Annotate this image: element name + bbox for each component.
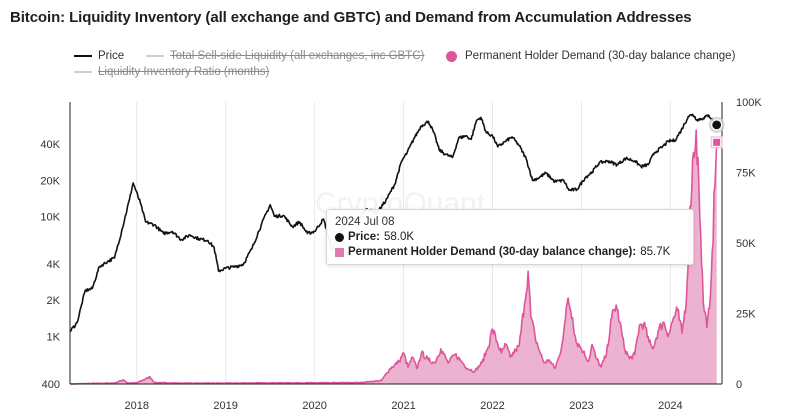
hover-tooltip: 2024 Jul 08 Price: 58.0K Permanent Holde… [326,209,694,265]
legend-label-ratio: Liquidity Inventory Ratio (months) [98,66,270,78]
legend-label-price: Price [98,50,125,62]
legend-item-price[interactable]: Price [74,50,124,62]
price-series-line [69,113,718,333]
y-left-tick-label-40K: 40K [40,139,60,151]
tooltip-demand-label: Permanent Holder Demand (30-day balance … [348,246,637,258]
y-right-tick-label-50K: 50K [736,238,756,250]
legend-label-demand: Permanent Holder Demand (30-day balance … [465,50,736,62]
y-right-tick-label-0: 0 [736,379,742,391]
y-left-tick-label-10K: 10K [40,211,60,223]
price-series-layer [69,113,718,333]
axis-layer: 2018 2019 2020 2021 2022 2023 2024 400 1K 2K 4K 10K… [40,97,762,412]
y-left-tick-label-400: 400 [42,379,60,391]
x-tick-label-2023: 2023 [569,400,593,412]
tooltip-demand-square [335,247,344,257]
tooltip-price-label: Price: [348,231,380,243]
tooltip-date: 2024 Jul 08 [335,216,395,228]
price-hover-marker [711,119,723,131]
legend-item-inventory-ratio[interactable]: Liquidity Inventory Ratio (months) [74,66,269,78]
x-tick-label-2022: 2022 [480,400,504,412]
marker-layer [708,116,725,149]
chart-title: Bitcoin: Liquidity Inventory (all exchan… [10,9,692,26]
legend-item-sellside-liquidity[interactable]: Total Sell-side Liquidity (all exchanges… [146,50,424,62]
tooltip-row-demand: Permanent Holder Demand (30-day balance … [335,246,670,258]
legend-item-holder-demand[interactable]: Permanent Holder Demand (30-day balance … [446,50,735,62]
demand-series-area [70,130,717,384]
demand-series-line [70,129,718,385]
sellside-line-swatch [146,55,164,57]
y-left-tick-label-2K: 2K [47,295,61,307]
tooltip-demand-value: 85.7K [640,246,671,258]
y-left-tick-label-1K: 1K [47,331,61,343]
demand-hover-marker [712,137,722,147]
x-tick-label-2021: 2021 [391,400,415,412]
tooltip-row-price: Price: 58.0K [335,231,414,243]
x-tick-label-2024: 2024 [658,400,682,412]
tooltip-price-dot [335,232,344,242]
y-right-tick-label-100K: 100K [736,97,762,109]
y-left-tick-label-4K: 4K [47,259,61,271]
y-right-tick-label-25K: 25K [736,309,756,321]
tooltip-price-value: 58.0K [383,231,415,243]
demand-dot-swatch [446,50,457,62]
y-right-tick-label-75K: 75K [736,168,756,180]
demand-series-layer [70,129,718,385]
x-tick-label-2020: 2020 [302,400,326,412]
x-tick-label-2018: 2018 [124,400,148,412]
y-left-tick-label-20K: 20K [40,175,60,187]
ratio-line-swatch [74,71,92,73]
price-line-swatch [74,55,92,57]
legend-label-sellside: Total Sell-side Liquidity (all exchanges… [170,50,425,62]
x-tick-label-2019: 2019 [213,400,237,412]
